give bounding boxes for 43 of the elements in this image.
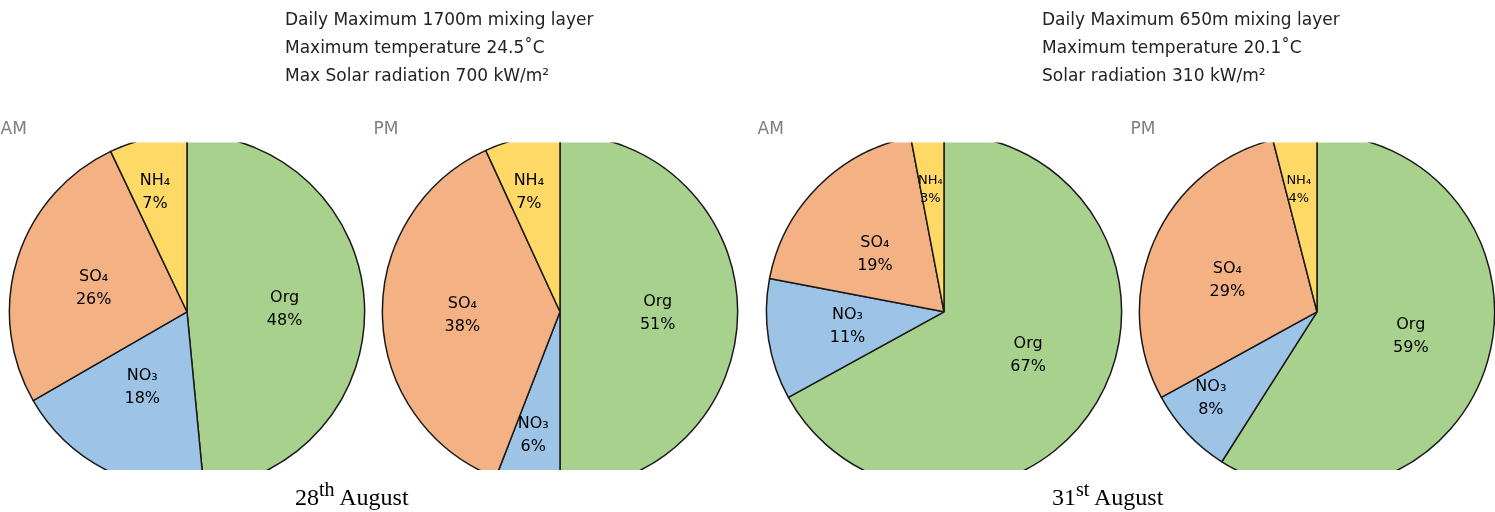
slice-label: Org bbox=[643, 290, 673, 310]
data-label: 8% bbox=[1198, 398, 1224, 418]
data-label: 67% bbox=[1010, 356, 1046, 376]
slice-label: SO₄ bbox=[860, 232, 890, 252]
text: 31$^{st}$ August bbox=[1052, 477, 1164, 512]
text: Max Solar radiation 700 kW/m² bbox=[285, 65, 550, 85]
text: Solar radiation 310 kW/m² bbox=[1042, 65, 1266, 85]
data-label: 18% bbox=[124, 387, 161, 407]
slice-label: NO₃ bbox=[517, 412, 549, 432]
slice-label: SO₄ bbox=[79, 266, 109, 286]
chart-title: AM bbox=[0, 117, 27, 138]
data-label: 6% bbox=[520, 435, 546, 455]
slice-label: SO₄ bbox=[447, 293, 477, 313]
chart-title: PM bbox=[1130, 117, 1156, 138]
slice-label: Org bbox=[1013, 333, 1043, 353]
slice-label: NO₃ bbox=[1195, 375, 1227, 395]
data-label: 7% bbox=[516, 192, 542, 212]
slice-label: Org bbox=[270, 286, 300, 306]
slice-label: Org bbox=[1396, 314, 1426, 334]
data-label: 4% bbox=[1288, 190, 1310, 206]
chart-title: PM bbox=[373, 117, 399, 138]
text: Daily Maximum 1700m mixing layer bbox=[285, 9, 594, 29]
slice-label: NO₃ bbox=[832, 303, 864, 323]
data-label: 51% bbox=[639, 313, 676, 333]
chart-title: AM bbox=[757, 117, 784, 138]
data-label: 38% bbox=[444, 316, 481, 336]
slice-label: NH₄ bbox=[1286, 172, 1312, 188]
data-label: 7% bbox=[142, 192, 168, 212]
slice-label: NH₄ bbox=[917, 171, 943, 187]
slice-label: SO₄ bbox=[1212, 257, 1242, 277]
slice-label: NO₃ bbox=[126, 364, 158, 384]
slice-label: NH₄ bbox=[139, 169, 171, 189]
text: 28$^{th}$ August bbox=[295, 477, 409, 512]
data-label: 48% bbox=[266, 309, 303, 329]
text: Maximum temperature 20.1˚C bbox=[1042, 37, 1302, 57]
data-label: 11% bbox=[829, 326, 866, 346]
slice-label: NH₄ bbox=[513, 169, 545, 189]
text: Daily Maximum 650m mixing layer bbox=[1042, 9, 1340, 29]
text: Maximum temperature 24.5˚C bbox=[285, 37, 545, 57]
data-label: 59% bbox=[1393, 336, 1429, 356]
data-label: 19% bbox=[857, 254, 893, 274]
data-label: 29% bbox=[1209, 280, 1246, 300]
data-label: 26% bbox=[75, 289, 112, 309]
